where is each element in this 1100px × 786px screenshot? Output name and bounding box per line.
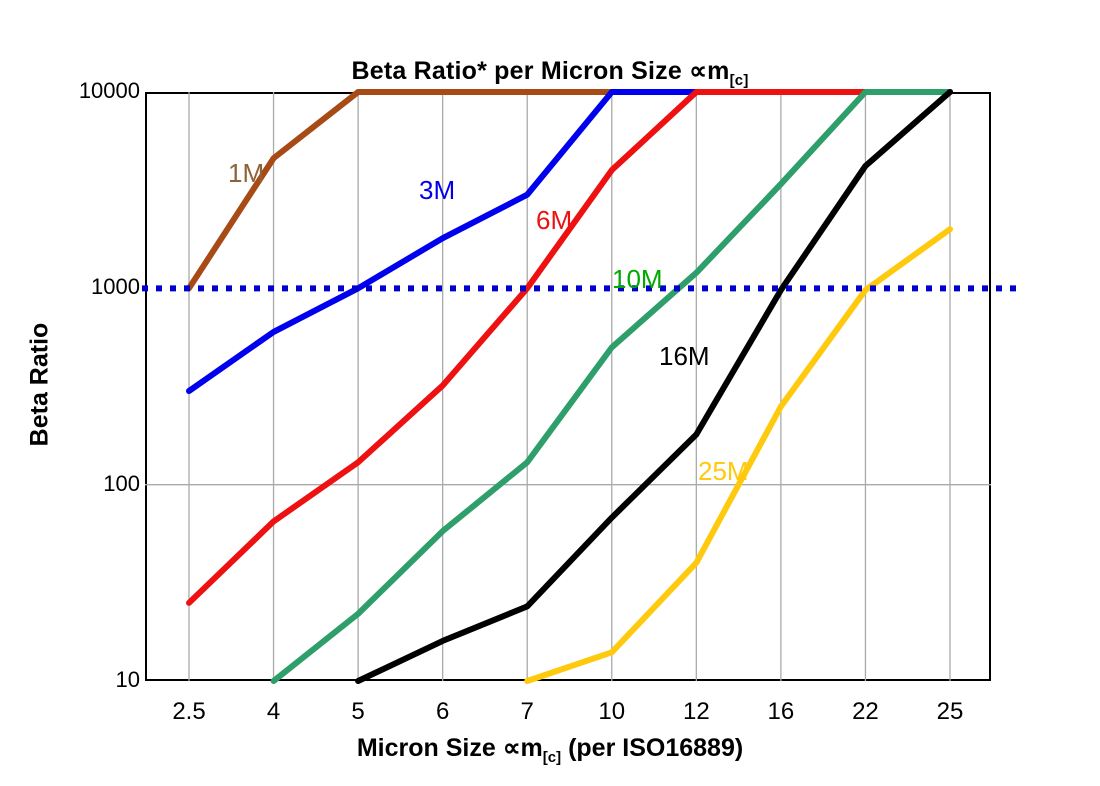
y-tick-labels: 10000 1000 100 10 <box>0 0 140 786</box>
x-tick-label: 6 <box>435 698 450 725</box>
x-axis-title: Micron Size ∝m[c] (per ISO16889) <box>0 733 1100 766</box>
y-tick-label: 1000 <box>91 274 140 300</box>
x-axis-title-main: Micron Size <box>356 734 503 762</box>
x-axis-title-subscript: [c] <box>542 749 562 766</box>
y-tick-label: 10000 <box>78 78 140 103</box>
plot-area <box>145 92 991 681</box>
y-tick-label: 10 <box>115 667 140 692</box>
x-axis-title-tail: (per ISO16889) <box>561 734 744 762</box>
chart-title-main: Beta Ratio* per Micron Size <box>351 57 690 85</box>
x-axis-title-symbol: ∝m <box>502 734 543 762</box>
x-tick-label: 22 <box>852 698 879 725</box>
chart-title-subscript: [c] <box>729 72 749 89</box>
x-tick-label: 12 <box>682 698 710 725</box>
y-tick-label: 100 <box>103 470 140 496</box>
x-tick-label: 10 <box>598 698 626 725</box>
x-tick-label: 2.5 <box>172 698 206 725</box>
chart-title: Beta Ratio* per Micron Size ∝m[c] <box>0 56 1100 89</box>
x-tick-label: 4 <box>266 698 281 725</box>
series-label-10m: 10M <box>612 264 663 294</box>
series-label-25m: 25M <box>698 456 749 486</box>
series-label-1m: 1M <box>228 158 265 188</box>
chart-title-symbol: ∝m <box>689 57 730 85</box>
x-tick-label: 16 <box>767 698 795 725</box>
series-label-3m: 3M <box>419 175 456 205</box>
series-label-6m: 6M <box>536 205 573 235</box>
x-tick-label: 5 <box>351 698 365 725</box>
x-tick-label: 7 <box>520 698 534 725</box>
x-tick-label: 25 <box>936 698 964 725</box>
series-label-16m: 16M <box>659 341 710 371</box>
